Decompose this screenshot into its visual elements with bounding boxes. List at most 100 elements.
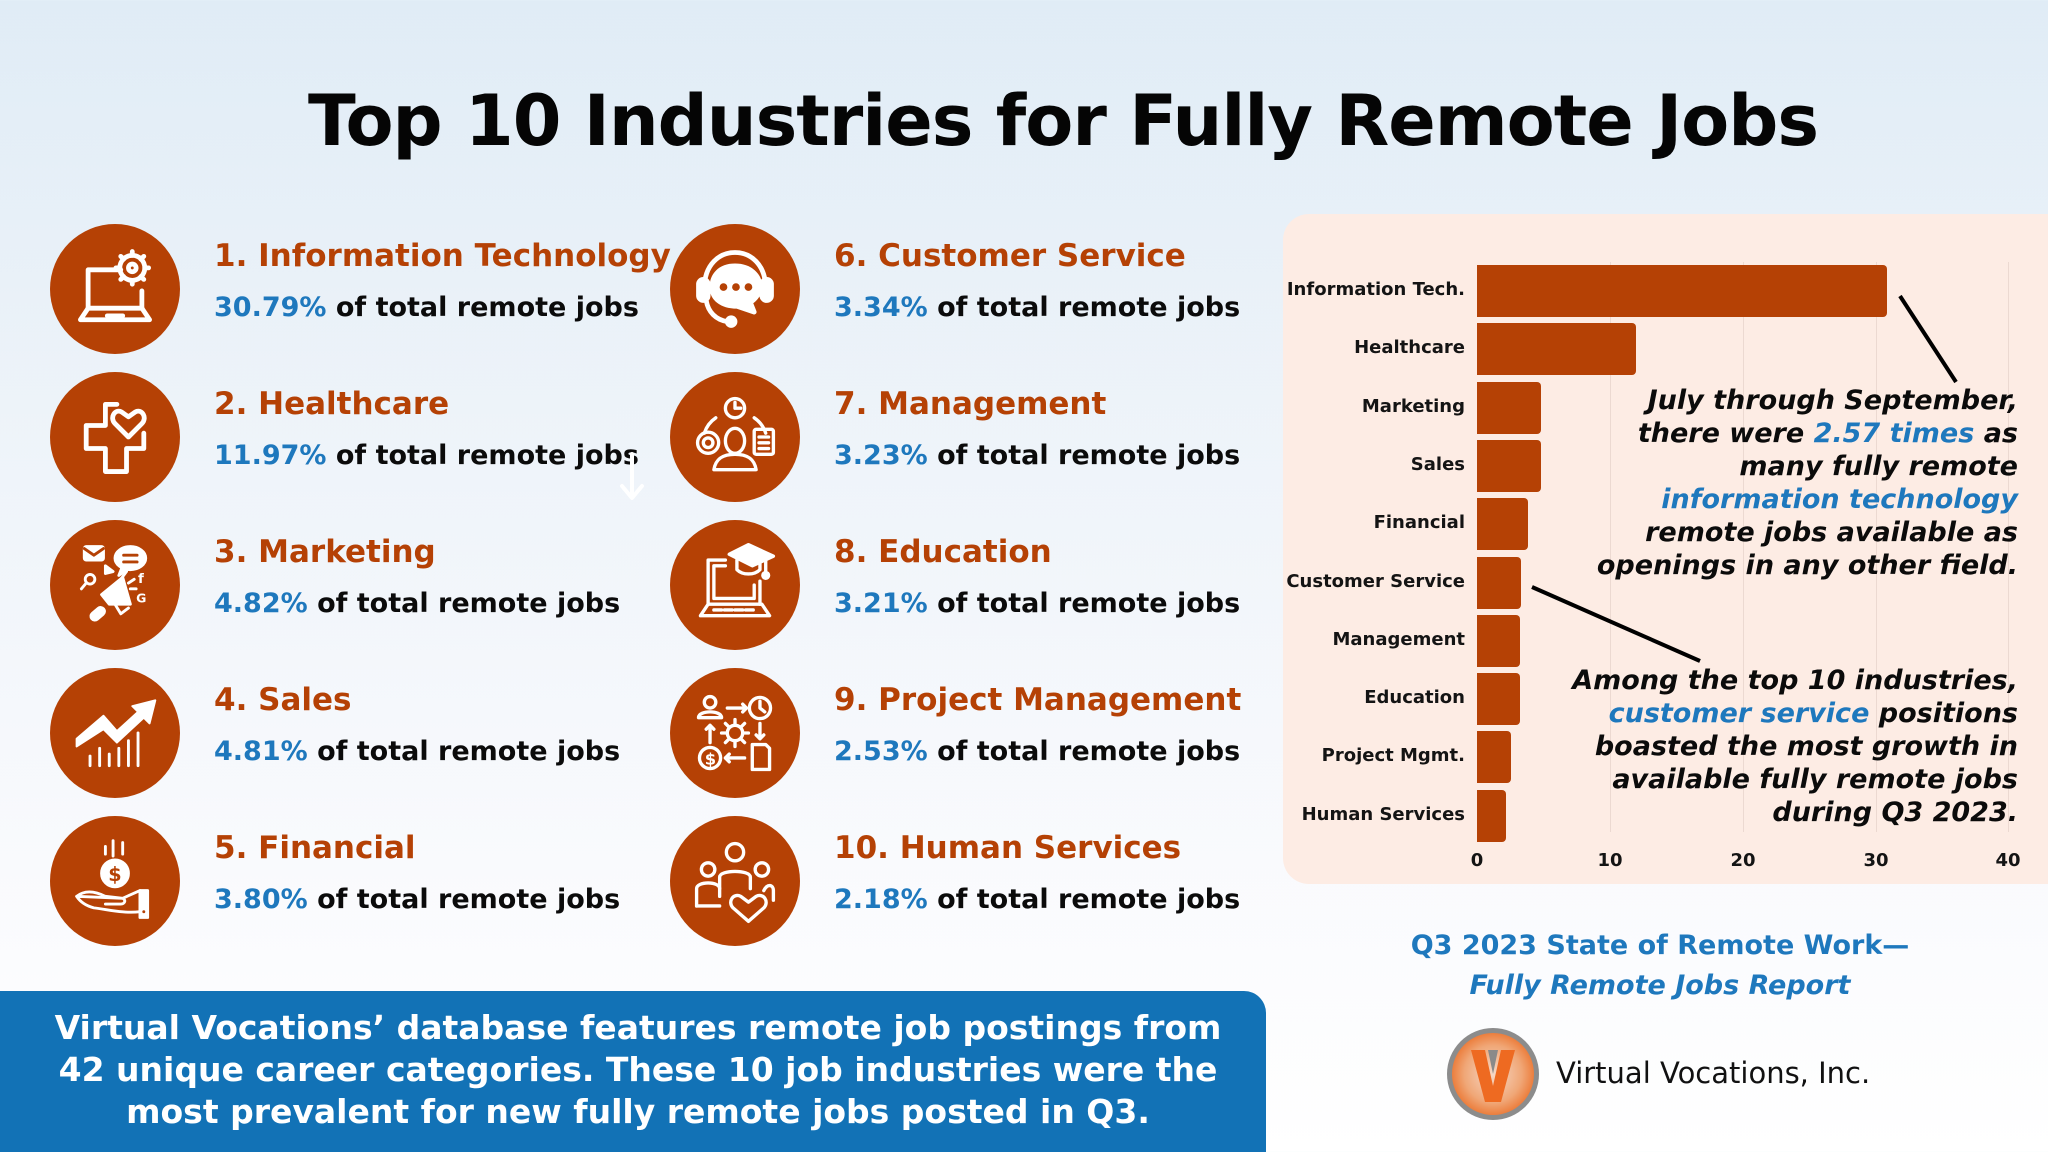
annotation-line: available fully remote jobs: [1612, 764, 2018, 795]
banner-line: most prevalent for new fully remote jobs…: [126, 1092, 1150, 1131]
industry-stat: 2.18% of total remote jobs: [834, 884, 1240, 915]
industry-percent: 2.18%: [834, 884, 928, 915]
industry-item-sales: 4. Sales 4.81% of total remote jobs: [50, 668, 670, 800]
industry-stat: 3.23% of total remote jobs: [834, 440, 1240, 471]
report-title: Q3 2023 State of Remote Work— Fully Remo…: [1360, 926, 1960, 1006]
industry-stat-suffix: of total remote jobs: [937, 736, 1241, 767]
industry-item-financial: $ 5. Financial 3.80% of total remote job…: [50, 816, 670, 948]
industry-title: 6. Customer Service: [834, 238, 1186, 274]
x-tick-label: 0: [1470, 850, 1484, 871]
bar-category-label: Healthcare: [1354, 337, 1465, 359]
industry-title: 3. Marketing: [214, 534, 436, 570]
industry-title: 8. Education: [834, 534, 1052, 570]
industry-item-project-management: $ 9. Project Management 2.53% of total r…: [670, 668, 1290, 800]
x-tick-label: 10: [1597, 850, 1623, 871]
industry-title: 1. Information Technology: [214, 238, 671, 274]
annotation-line: customer service positions: [1572, 697, 2018, 730]
svg-text:$: $: [108, 863, 121, 886]
industry-item-education: 8. Education 3.21% of total remote jobs: [670, 520, 1290, 652]
report-title-main: Q3 2023 State of Remote Work—: [1410, 930, 1910, 961]
bar: [1477, 265, 1887, 317]
annotation-highlight: information technology: [1661, 484, 2018, 515]
industry-percent: 3.23%: [834, 440, 928, 471]
gridline: [1743, 262, 1744, 832]
laptop-graduation-cap-icon: [670, 520, 800, 650]
page-title: Top 10 Industries for Fully Remote Jobs: [308, 80, 1819, 162]
annotation-highlight: 2.57 times: [1813, 418, 1975, 449]
industry-item-human-services: 10. Human Services 2.18% of total remote…: [670, 816, 1290, 948]
gridline: [1876, 262, 1877, 832]
svg-text:f: f: [138, 572, 144, 587]
bar: [1477, 614, 1520, 667]
industry-stat-suffix: of total remote jobs: [317, 588, 621, 619]
bar-category-label: Sales: [1410, 453, 1465, 475]
headset-chat-icon: [670, 224, 800, 354]
industry-percent: 2.53%: [834, 736, 928, 767]
industry-stat: 11.97% of total remote jobs: [214, 440, 639, 471]
bar-category-label: Management: [1332, 628, 1466, 650]
annotation-line: there were 2.57 times as: [1597, 417, 2018, 450]
industry-stat-suffix: of total remote jobs: [317, 884, 621, 915]
annotation-line: remote jobs available as: [1645, 517, 2018, 548]
bar: [1477, 381, 1542, 434]
industry-percent: 11.97%: [214, 440, 327, 471]
bar-category-label: Information Tech.: [1286, 279, 1465, 300]
virtual-vocations-logo-icon: [1447, 1028, 1539, 1120]
bar-category-label: Financial: [1373, 512, 1465, 534]
annotation-text: there were: [1637, 418, 1814, 449]
annotation-it: July through September, there were 2.57 …: [1597, 384, 2018, 582]
x-tick-label: 20: [1730, 850, 1756, 871]
bar-category-label: Customer Service: [1286, 570, 1465, 592]
industry-stat: 3.34% of total remote jobs: [834, 292, 1240, 323]
manager-workflow-icon: [670, 372, 800, 502]
process-cycle-icon: $: [670, 668, 800, 798]
x-tick-label: 30: [1863, 850, 1889, 871]
industry-stat-suffix: of total remote jobs: [317, 736, 621, 767]
bar: [1477, 439, 1541, 492]
industry-stat-suffix: of total remote jobs: [937, 292, 1241, 323]
industry-stat: 4.81% of total remote jobs: [214, 736, 620, 767]
industry-item-healthcare: 2. Healthcare 11.97% of total remote job…: [50, 372, 670, 504]
industry-title: 5. Financial: [214, 830, 416, 866]
industry-stat-suffix: of total remote jobs: [335, 292, 639, 323]
info-banner: Virtual Vocations’ database features rem…: [0, 991, 1266, 1152]
bar: [1477, 498, 1528, 551]
industry-percent: 4.82%: [214, 588, 308, 619]
banner-line: Virtual Vocations’ database features rem…: [54, 1008, 1222, 1047]
laptop-gear-icon: [50, 224, 180, 354]
annotation-line: openings in any other field.: [1596, 550, 2018, 581]
industry-stat-suffix: of total remote jobs: [937, 588, 1241, 619]
gridline: [2008, 262, 2009, 832]
industry-item-customer-service: 6. Customer Service 3.34% of total remot…: [670, 224, 1290, 356]
svg-text:G: G: [136, 590, 146, 605]
x-tick-label: 40: [1995, 850, 2021, 871]
bar: [1477, 556, 1522, 609]
gridline: [1610, 262, 1611, 832]
annotation-line: Among the top 10 industries,: [1572, 665, 2018, 696]
industry-percent: 4.81%: [214, 736, 308, 767]
bar-category-label: Project Mgmt.: [1321, 745, 1465, 767]
industry-stat-suffix: of total remote jobs: [937, 440, 1241, 471]
banner-line: 42 unique career categories. These 10 jo…: [58, 1050, 1218, 1089]
annotation-customer-service: Among the top 10 industries, customer se…: [1572, 664, 2018, 829]
annotation-text: as: [1974, 418, 2018, 449]
bar: [1477, 323, 1637, 376]
industry-percent: 3.21%: [834, 588, 928, 619]
industry-title: 2. Healthcare: [214, 386, 450, 422]
industry-title: 4. Sales: [214, 682, 352, 718]
industry-title: 10. Human Services: [834, 830, 1182, 866]
industry-percent: 30.79%: [214, 292, 327, 323]
industry-title: 7. Management: [834, 386, 1107, 422]
bar-category-label: Marketing: [1361, 395, 1465, 417]
industry-item-management: 7. Management 3.23% of total remote jobs: [670, 372, 1290, 504]
industry-item-information-technology: 1. Information Technology 30.79% of tota…: [50, 224, 671, 356]
industry-stat-suffix: of total remote jobs: [335, 440, 639, 471]
annotation-line: during Q3 2023.: [1772, 797, 2018, 828]
bar: [1477, 673, 1520, 726]
industry-stat: 3.21% of total remote jobs: [834, 588, 1240, 619]
svg-text:$: $: [705, 750, 716, 769]
annotation-line: July through September,: [1647, 385, 2018, 416]
industry-title: 9. Project Management: [834, 682, 1242, 718]
trend-up-arrow-icon: [50, 668, 180, 798]
industry-stat: 3.80% of total remote jobs: [214, 884, 620, 915]
